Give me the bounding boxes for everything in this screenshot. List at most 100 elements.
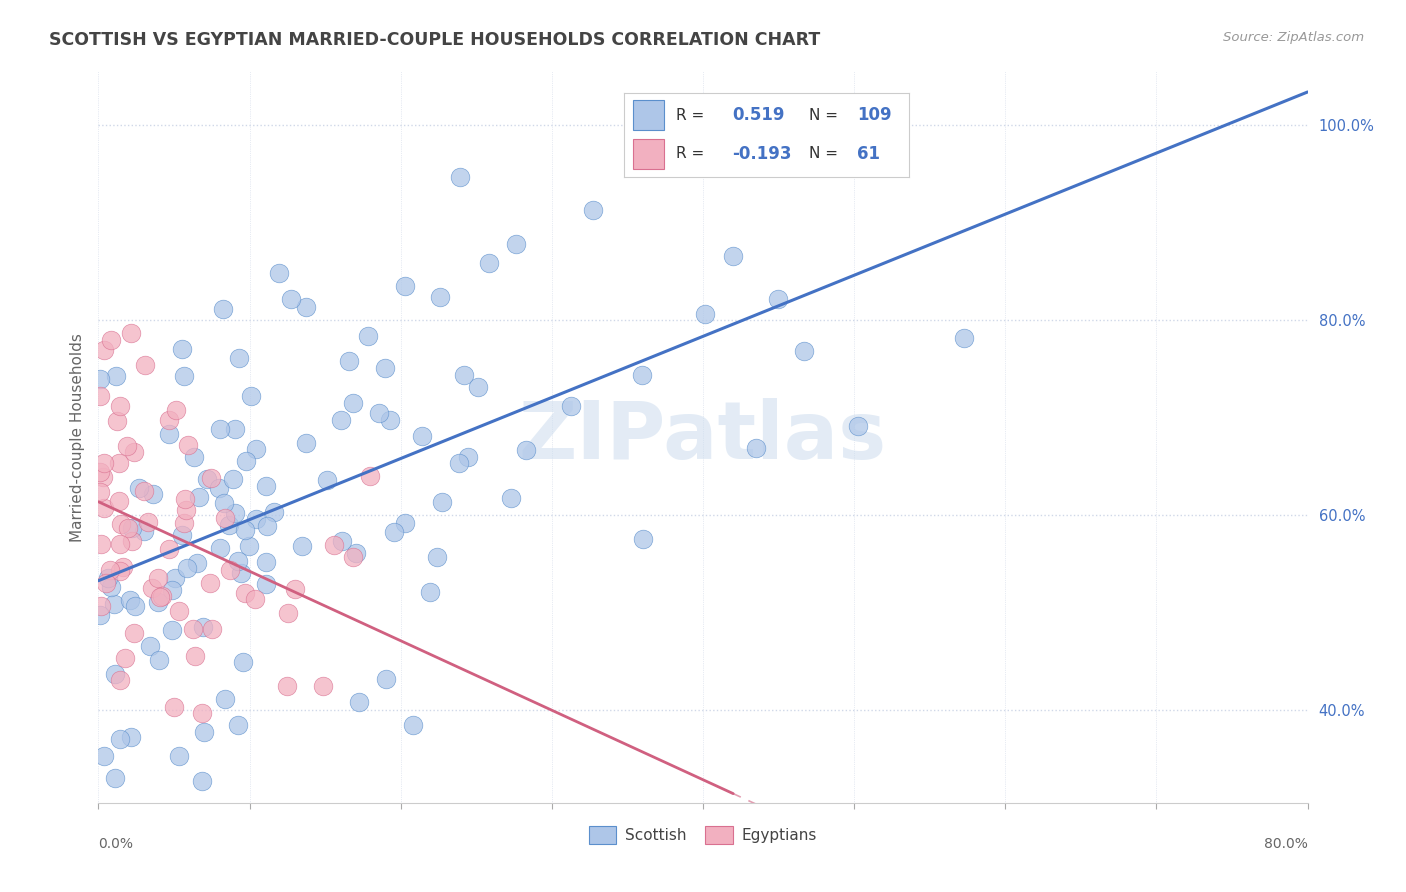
Point (157, 542, 180, 557)
Point (224, 506, 246, 520)
Point (295, 300, 318, 314)
Point (425, 550, 447, 565)
Point (124, 599, 146, 613)
Point (110, 731, 132, 746)
Point (157, 413, 180, 427)
Point (89, 608, 111, 623)
Point (167, 604, 190, 618)
Point (228, 554, 250, 568)
Point (766, 293, 789, 307)
Point (97, 571, 120, 585)
Point (93, 501, 115, 516)
Point (375, 672, 398, 686)
Point (100, 333, 122, 347)
Point (342, 549, 364, 564)
Point (169, 749, 191, 764)
Point (347, 695, 370, 709)
Point (315, 473, 337, 487)
Point (176, 561, 198, 575)
Point (382, 525, 405, 540)
Point (295, 436, 318, 450)
Point (160, 623, 183, 637)
Point (110, 516, 132, 531)
Point (200, 471, 222, 485)
Point (120, 326, 142, 340)
Point (190, 773, 212, 788)
Point (378, 413, 401, 427)
Point (624, 103, 647, 118)
Point (240, 388, 263, 402)
Point (148, 653, 170, 667)
Point (453, 368, 475, 382)
Point (367, 406, 389, 420)
Legend: Scottish, Egyptians: Scottish, Egyptians (582, 820, 824, 850)
Point (280, 293, 302, 307)
Point (228, 351, 250, 365)
Point (214, 496, 236, 510)
Point (256, 555, 278, 569)
Point (457, 450, 479, 465)
Point (359, 468, 381, 483)
Point (162, 700, 184, 714)
Point (200, 575, 222, 590)
Point (90, 599, 112, 613)
Point (214, 510, 236, 524)
Point (357, 329, 380, 343)
Point (449, 457, 471, 471)
Point (105, 414, 128, 428)
Point (195, 472, 218, 486)
Point (208, 541, 231, 556)
Point (374, 360, 396, 375)
Point (245, 512, 267, 526)
Point (208, 421, 231, 435)
Point (120, 730, 142, 744)
Point (330, 533, 353, 548)
Point (148, 571, 170, 585)
Point (846, 418, 869, 433)
Point (110, 536, 132, 550)
Point (224, 422, 246, 436)
Point (745, 442, 768, 456)
Point (108, 456, 131, 470)
Point (342, 396, 364, 410)
Text: ZIPatlas: ZIPatlas (519, 398, 887, 476)
Point (337, 353, 360, 368)
Point (193, 620, 215, 634)
Point (177, 438, 200, 452)
Point (238, 540, 260, 554)
Y-axis label: Married-couple Households: Married-couple Households (69, 333, 84, 541)
Point (449, 169, 471, 184)
Text: Source: ZipAtlas.com: Source: ZipAtlas.com (1223, 31, 1364, 45)
Point (560, 399, 582, 413)
Point (134, 359, 156, 373)
Point (114, 650, 136, 665)
Point (952, 331, 974, 345)
Point (141, 581, 163, 595)
Point (430, 494, 453, 508)
Point (173, 516, 195, 530)
Point (631, 368, 654, 383)
Point (721, 249, 744, 263)
Point (208, 482, 231, 496)
Point (136, 516, 159, 530)
Point (344, 546, 367, 560)
Point (245, 442, 267, 456)
Point (235, 586, 257, 600)
Point (222, 472, 245, 486)
Point (89, 389, 111, 403)
Point (146, 595, 169, 609)
Point (312, 679, 335, 693)
Point (93, 456, 115, 470)
Point (499, 491, 522, 505)
Text: 80.0%: 80.0% (1264, 837, 1308, 851)
Point (120, 593, 142, 607)
Point (201, 622, 224, 636)
Point (121, 521, 143, 535)
Point (478, 255, 501, 269)
Text: 0.0%: 0.0% (98, 837, 134, 851)
Point (173, 369, 195, 384)
Point (187, 491, 209, 505)
Point (122, 445, 145, 459)
Point (191, 706, 214, 720)
Point (411, 429, 433, 443)
